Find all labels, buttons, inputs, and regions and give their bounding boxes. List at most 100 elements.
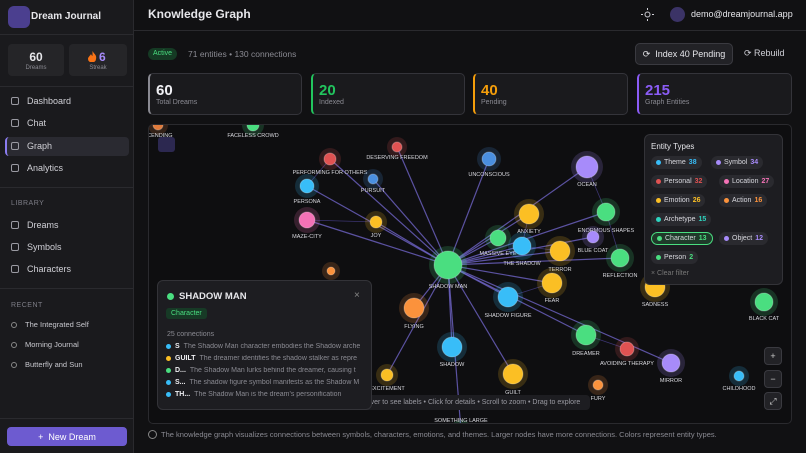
graph-node[interactable] <box>441 336 463 358</box>
row-text: The Shadow Man character embodies the Sh… <box>183 343 361 350</box>
graph-node[interactable] <box>596 202 616 222</box>
type-chip[interactable]: Action 16 <box>719 194 768 207</box>
avatar[interactable] <box>670 7 685 22</box>
graph-node[interactable] <box>733 370 745 382</box>
edge <box>447 213 530 266</box>
graph-node[interactable] <box>323 152 337 166</box>
recent-item: The Integrated Self <box>25 320 89 329</box>
fit-view[interactable]: ⤢ <box>764 392 782 410</box>
chip-name: Symbol <box>724 159 748 166</box>
graph-node[interactable] <box>502 363 524 385</box>
node-label: SADNESS <box>642 302 669 308</box>
chip-name: Person <box>664 254 687 261</box>
type-chip[interactable]: Archetype 15 <box>651 213 712 226</box>
stat-card: 60 Total Dreams <box>148 73 302 115</box>
node-label: MASSIVE EYE <box>480 251 517 257</box>
edge <box>372 178 449 266</box>
type-chip[interactable]: Theme 38 <box>651 156 702 169</box>
close-button[interactable]: × <box>354 290 360 301</box>
connection-row: S The Shadow Man character embodies the S… <box>166 343 371 350</box>
row-dot <box>166 368 171 373</box>
graph-node[interactable] <box>369 215 383 229</box>
type-chip[interactable]: Location 27 <box>719 175 775 188</box>
row-tag: S <box>175 343 180 350</box>
chip-count: 34 <box>750 159 759 166</box>
graph-node[interactable] <box>481 151 497 167</box>
nav-item[interactable]: Chat <box>27 118 47 128</box>
chip-dot <box>724 236 729 241</box>
clear-filter[interactable]: × Clear filter <box>651 270 689 277</box>
nav-item[interactable]: Dashboard <box>27 96 72 106</box>
graph-node[interactable] <box>391 141 403 153</box>
row-dot <box>166 356 171 361</box>
graph-node[interactable] <box>380 368 394 382</box>
zoom-in[interactable]: + <box>764 347 782 365</box>
logo <box>8 6 30 28</box>
row-text: The dreamer identifies the shadow stalke… <box>199 355 358 362</box>
graph-node[interactable] <box>299 178 315 194</box>
graph-node[interactable] <box>610 248 630 268</box>
graph-node[interactable] <box>518 203 540 225</box>
edge <box>447 264 672 364</box>
legend-panel: Entity Types Theme 38 Symbol 34 Personal 32 Lo… <box>644 134 783 285</box>
chip-count: 27 <box>761 178 770 185</box>
node-label: MIRROR <box>660 378 682 384</box>
zoom-out[interactable]: − <box>764 370 782 388</box>
chip-name: Location <box>732 178 759 185</box>
graph-node[interactable] <box>586 230 600 244</box>
edge <box>329 158 449 266</box>
node-label: SCENDING <box>149 133 173 139</box>
button-label: Rebuild <box>754 48 785 58</box>
nav-item[interactable]: Graph <box>27 141 53 151</box>
type-chip[interactable]: Object 12 <box>719 232 769 245</box>
graph-node[interactable] <box>326 266 336 276</box>
type-chip[interactable]: Symbol 34 <box>711 156 764 169</box>
new-dream-button[interactable]: + New Dream <box>7 427 127 446</box>
user-email: demo@dreamjournal.app <box>691 9 793 19</box>
active-nav <box>5 137 129 156</box>
graph-node[interactable] <box>619 341 635 357</box>
graph-node[interactable] <box>367 173 379 185</box>
edge <box>386 264 449 376</box>
chip-name: Personal <box>664 178 692 185</box>
graph-node[interactable] <box>152 125 164 131</box>
type-chip[interactable]: Emotion 26 <box>651 194 706 207</box>
graph-node[interactable] <box>298 211 316 229</box>
chip-count: 26 <box>692 197 701 204</box>
index-button[interactable]: ⟳ Index 40 Pending <box>635 43 733 65</box>
type-chip[interactable]: Character 13 <box>651 232 713 245</box>
theme-toggle[interactable] <box>641 8 654 21</box>
node-label: BLACK CAT <box>749 316 780 322</box>
graph-node[interactable] <box>549 240 571 262</box>
detail-title: SHADOW MAN <box>179 291 247 302</box>
view-toggle[interactable] <box>158 137 175 152</box>
stat-box <box>69 44 127 76</box>
stat-label: Streak <box>89 65 107 71</box>
node-label: THE SHADOW <box>503 261 541 267</box>
type-chip[interactable]: Person 2 <box>651 251 699 264</box>
graph-node[interactable] <box>754 292 774 312</box>
graph-node[interactable] <box>433 250 463 280</box>
card-value: 60 <box>156 82 173 99</box>
type-dot <box>167 293 174 300</box>
graph-node[interactable] <box>661 353 681 373</box>
graph-node[interactable] <box>246 125 260 132</box>
type-chip[interactable]: Personal 32 <box>651 175 708 188</box>
graph-node[interactable] <box>575 324 597 346</box>
graph-node[interactable] <box>541 272 563 294</box>
rebuild-button[interactable]: ⟳ Rebuild <box>744 48 785 58</box>
node-label: UNCONSCIOUS <box>468 172 510 178</box>
edge <box>447 158 490 266</box>
nav-item[interactable]: Analytics <box>27 163 64 173</box>
graph-node[interactable] <box>497 286 519 308</box>
graph-node[interactable] <box>403 297 425 319</box>
graph-node[interactable] <box>575 155 599 179</box>
stat-card: 215 Graph Entities <box>637 73 792 115</box>
graph-node[interactable] <box>512 236 532 256</box>
type-badge: Character <box>166 308 207 319</box>
graph-node[interactable] <box>489 229 507 247</box>
node-label: DREAMER <box>572 351 600 357</box>
stat-value: 60 <box>29 50 43 64</box>
graph-node[interactable] <box>592 379 604 391</box>
node-label: PERFORMING FOR OTHERS <box>293 170 368 176</box>
